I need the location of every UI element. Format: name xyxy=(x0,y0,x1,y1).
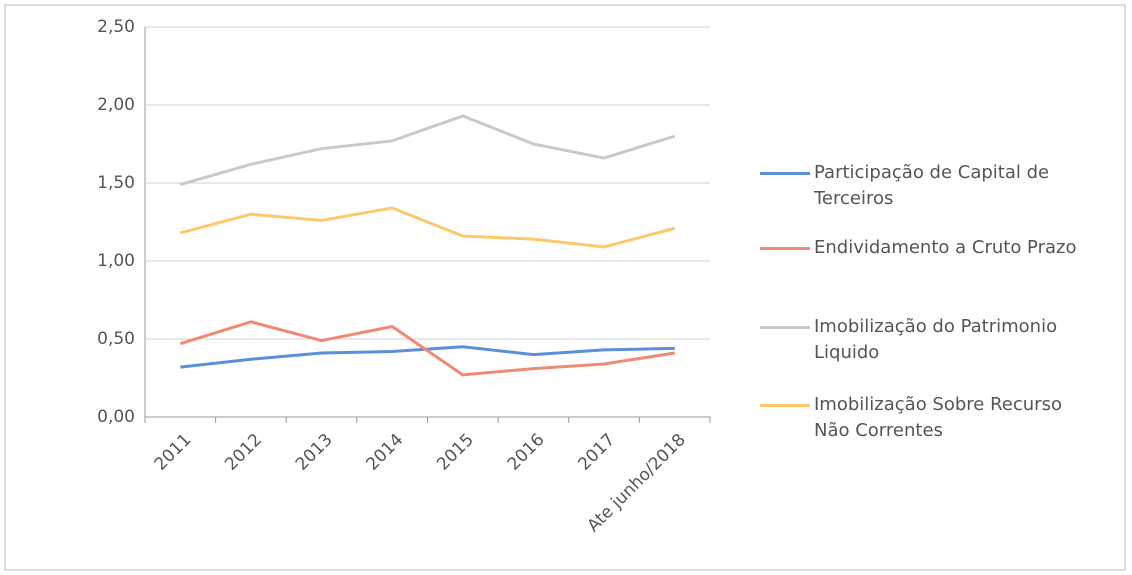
y-tick-label: 2,00 xyxy=(97,95,135,115)
y-tick-label: 0,50 xyxy=(97,329,135,349)
legend-item: Endividamento a Cruto Prazo xyxy=(760,235,1100,261)
x-tick-label: 2015 xyxy=(433,430,478,475)
x-tick-label: 2016 xyxy=(504,430,549,475)
legend-label: Endividamento a Cruto Prazo xyxy=(814,237,1077,258)
legend-swatch xyxy=(760,404,810,407)
legend-swatch xyxy=(760,326,810,329)
series-line xyxy=(179,114,676,187)
y-tick-label: 0,00 xyxy=(97,407,135,427)
legend-swatch xyxy=(760,172,810,175)
x-tick-label: 2014 xyxy=(363,430,408,475)
legend-label: Imobilização do Patrimonio Liquido xyxy=(814,316,1058,363)
legend-label: Participação de Capital de Terceiros xyxy=(814,162,1050,209)
y-tick-label: 1,50 xyxy=(97,173,135,193)
legend-item: Imobilização do Patrimonio Liquido xyxy=(760,314,1100,366)
legend-swatch xyxy=(760,247,810,250)
chart-frame xyxy=(4,4,1126,571)
legend-item: Participação de Capital de Terceiros xyxy=(760,160,1100,212)
x-tick-label: 2011 xyxy=(151,430,196,475)
x-tick-label: 2017 xyxy=(574,430,619,475)
y-tick-label: 1,00 xyxy=(97,251,135,271)
series-line xyxy=(179,320,675,377)
x-tick-label: 2012 xyxy=(221,430,266,475)
y-tick-label: 2,50 xyxy=(97,17,135,37)
series-line xyxy=(179,206,676,249)
legend-item: Imobilização Sobre Recurso Não Correntes xyxy=(760,392,1100,444)
x-tick-label: 2013 xyxy=(292,430,337,475)
legend-label: Imobilização Sobre Recurso Não Correntes xyxy=(814,394,1062,441)
